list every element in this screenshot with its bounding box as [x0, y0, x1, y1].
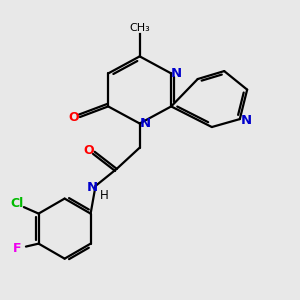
Text: N: N [140, 117, 151, 130]
Text: O: O [68, 110, 79, 124]
Text: CH₃: CH₃ [129, 23, 150, 33]
Text: N: N [241, 114, 252, 127]
Text: O: O [83, 144, 94, 157]
Text: Cl: Cl [10, 197, 23, 210]
Text: H: H [99, 189, 108, 202]
Text: F: F [13, 242, 21, 254]
Text: N: N [86, 181, 98, 194]
Text: N: N [171, 67, 182, 80]
